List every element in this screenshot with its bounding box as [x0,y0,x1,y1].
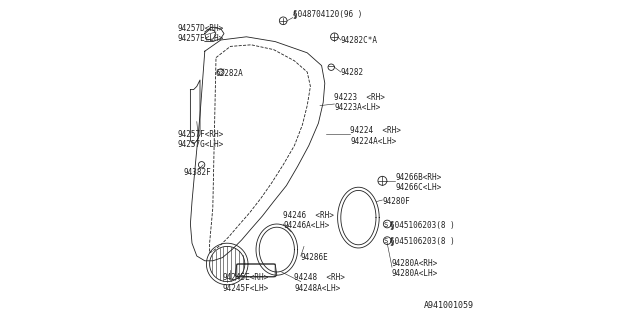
Text: 62282A: 62282A [216,69,244,78]
Text: 94280A<RH>
94280A<LH>: 94280A<RH> 94280A<LH> [392,259,438,278]
Text: 94286E: 94286E [301,253,328,262]
Text: §: § [390,237,394,246]
Text: 94257D<RH>
94257E<LH>: 94257D<RH> 94257E<LH> [178,24,224,43]
Text: 94266B<RH>
94266C<LH>: 94266B<RH> 94266C<LH> [396,173,442,192]
Text: §045106203(8 ): §045106203(8 ) [390,221,455,230]
Text: 94282C*A: 94282C*A [340,36,378,44]
Text: S: S [384,222,388,228]
Text: 94280F: 94280F [383,197,410,206]
Text: A941001059: A941001059 [424,301,474,310]
Text: 94224  <RH>
94224A<LH>: 94224 <RH> 94224A<LH> [351,126,401,146]
Text: §: § [292,10,296,19]
Text: §048704120(96 ): §048704120(96 ) [292,10,362,19]
Text: §: § [390,221,394,230]
Text: S: S [384,238,388,244]
Text: 94282: 94282 [340,68,364,76]
Text: 94257F<RH>
94257G<LH>: 94257F<RH> 94257G<LH> [178,130,224,149]
Text: 94245E<RH>
94245F<LH>: 94245E<RH> 94245F<LH> [223,274,269,293]
Text: §045106203(8 ): §045106203(8 ) [390,237,455,246]
Text: 94246  <RH>
94246A<LH>: 94246 <RH> 94246A<LH> [283,211,334,230]
Text: 94223  <RH>
94223A<LH>: 94223 <RH> 94223A<LH> [334,93,385,112]
Text: 94248  <RH>
94248A<LH>: 94248 <RH> 94248A<LH> [294,274,345,293]
Text: 94382F: 94382F [184,168,212,177]
